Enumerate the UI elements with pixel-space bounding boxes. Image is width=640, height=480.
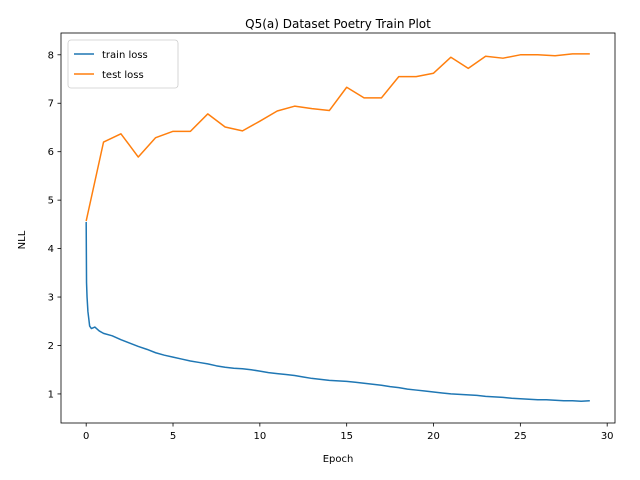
y-tick-label: 4 bbox=[48, 244, 54, 255]
train-loss-line bbox=[85, 221, 590, 402]
y-axis: 1 2 3 4 5 6 7 8 bbox=[48, 50, 61, 400]
y-tick-label: 1 bbox=[48, 389, 54, 400]
plot-area bbox=[85, 53, 590, 402]
y-tick-label: 2 bbox=[48, 341, 54, 352]
legend-label-train-loss: train loss bbox=[102, 50, 148, 61]
y-tick-label: 7 bbox=[48, 99, 54, 110]
x-tick-label: 10 bbox=[253, 431, 266, 442]
legend-box bbox=[67, 39, 179, 89]
legend: train loss test loss bbox=[67, 39, 179, 89]
y-tick-label: 5 bbox=[48, 196, 54, 207]
test-loss-line bbox=[85, 53, 590, 222]
x-axis: 0 5 10 15 20 25 30 bbox=[83, 423, 614, 442]
y-axis-label: NLL bbox=[17, 230, 28, 249]
x-axis-label: Epoch bbox=[323, 454, 354, 465]
legend-label-test-loss: test loss bbox=[102, 70, 144, 81]
chart-title: Q5(a) Dataset Poetry Train Plot bbox=[245, 17, 431, 31]
x-tick-label: 5 bbox=[170, 431, 176, 442]
plot-frame bbox=[60, 32, 616, 424]
x-tick-label: 30 bbox=[601, 431, 614, 442]
y-tick-label: 6 bbox=[48, 147, 54, 158]
x-tick-label: 25 bbox=[514, 431, 527, 442]
y-tick-label: 8 bbox=[48, 50, 54, 61]
x-tick-label: 20 bbox=[427, 431, 440, 442]
x-tick-label: 15 bbox=[340, 431, 353, 442]
x-tick-label: 0 bbox=[83, 431, 89, 442]
y-tick-label: 3 bbox=[48, 293, 54, 304]
